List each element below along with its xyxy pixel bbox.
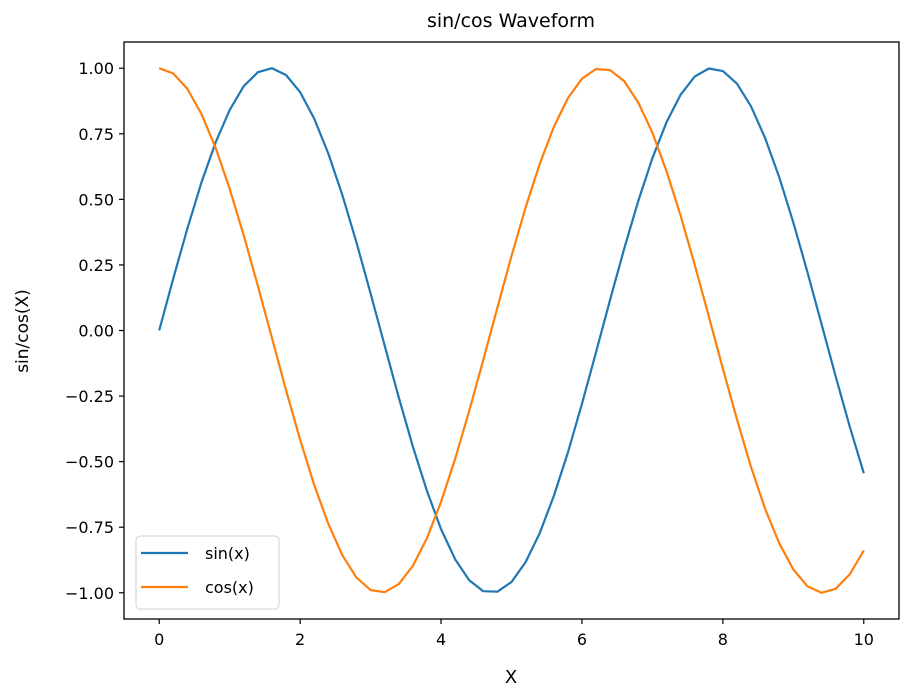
x-tick-label: 4: [436, 630, 446, 649]
legend-label-sin: sin(x): [205, 544, 250, 563]
plot-frame: [123, 41, 900, 620]
y-tick-label: −1.00: [65, 584, 114, 603]
x-tick-label: 0: [154, 630, 164, 649]
y-tick-label: 0.25: [78, 256, 114, 275]
legend-label-cos: cos(x): [205, 578, 254, 597]
y-axis-label: sin/cos(X): [13, 289, 33, 373]
series-line-cos: [158, 67, 865, 594]
y-tick-label: 0.00: [78, 322, 114, 341]
legend-box: [135, 535, 280, 610]
axis-ticks: 0 2 4 6 8 10 1.00 0.75 0.50 0.25 0.00 −0.25 −0.50 −0.…: [65, 59, 874, 649]
y-tick-label: −0.25: [65, 387, 114, 406]
y-tick-label: −0.50: [65, 453, 114, 472]
x-tick-label: 10: [854, 630, 874, 649]
legend: sin(x) cos(x): [135, 535, 280, 610]
x-tick-label: 6: [577, 630, 587, 649]
series-line-sin: [158, 67, 865, 593]
y-tick-label: −0.75: [65, 518, 114, 537]
x-tick-label: 8: [718, 630, 728, 649]
y-tick-label: 0.75: [78, 125, 114, 144]
x-axis-label: X: [505, 667, 517, 688]
chart-title: sin/cos Waveform: [427, 10, 595, 32]
y-tick-label: 1.00: [78, 59, 114, 78]
series-lines: [158, 67, 865, 594]
x-tick-label: 2: [295, 630, 305, 649]
y-tick-label: 0.50: [78, 190, 114, 209]
